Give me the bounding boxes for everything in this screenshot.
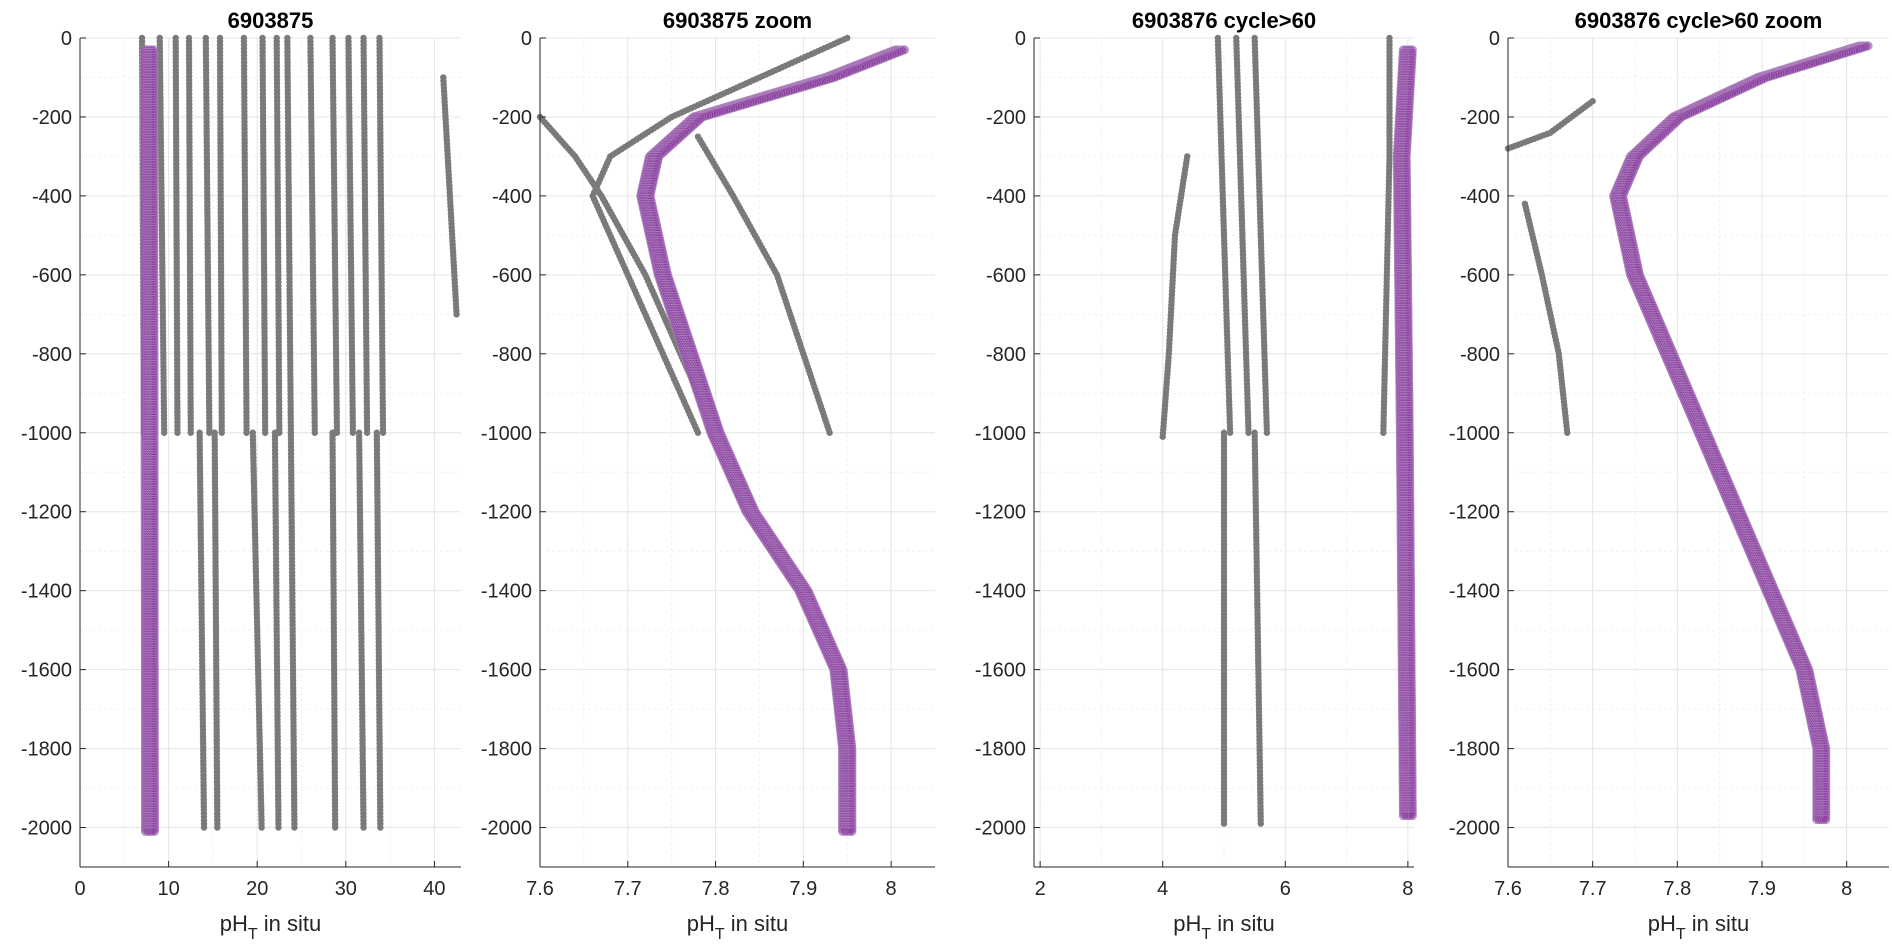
series-2 bbox=[636, 45, 910, 836]
data-point bbox=[311, 429, 319, 436]
data-point bbox=[331, 824, 339, 831]
data-point bbox=[214, 824, 221, 831]
data-point bbox=[258, 824, 265, 831]
data-point bbox=[160, 429, 168, 436]
data-point bbox=[206, 429, 213, 436]
y-tick-label: -1800 bbox=[21, 739, 72, 761]
data-point bbox=[200, 824, 208, 831]
x-tick-label: 10 bbox=[157, 878, 179, 900]
data-point bbox=[453, 311, 460, 318]
x-tick-label: 40 bbox=[423, 878, 445, 900]
x-tick-label: 20 bbox=[246, 878, 268, 900]
data-point bbox=[377, 824, 384, 831]
data-point bbox=[174, 429, 181, 436]
series-2 bbox=[140, 45, 160, 836]
data-point bbox=[261, 429, 269, 436]
y-tick-label: -1200 bbox=[21, 502, 72, 524]
x-tick-label: 0 bbox=[74, 878, 85, 900]
y-tick-label: -1600 bbox=[21, 660, 72, 682]
data-point bbox=[379, 429, 387, 436]
y-tick-label: -800 bbox=[32, 344, 72, 366]
panel-2: 0-200-400-600-800-1000-1200-1400-1600-18… bbox=[481, 8, 935, 943]
x-axis-label: pHT in situ bbox=[220, 911, 322, 943]
y-tick-label: -1000 bbox=[21, 423, 72, 445]
data-point bbox=[363, 429, 371, 436]
data-point bbox=[275, 824, 282, 831]
data-point bbox=[218, 429, 225, 436]
y-tick-label: -2000 bbox=[21, 818, 72, 840]
y-tick-label: -400 bbox=[32, 186, 72, 208]
data-point bbox=[826, 429, 833, 436]
data-point bbox=[243, 429, 250, 436]
data-point bbox=[349, 429, 357, 436]
y-tick-label: -200 bbox=[32, 107, 72, 129]
y-tick-label: 0 bbox=[61, 28, 72, 50]
data-point bbox=[187, 429, 194, 436]
y-tick-label: -1400 bbox=[21, 581, 72, 603]
data-point bbox=[276, 429, 283, 436]
data-point bbox=[360, 824, 367, 831]
y-tick-label: -600 bbox=[32, 265, 72, 287]
data-point bbox=[150, 827, 160, 836]
data-point bbox=[694, 429, 702, 436]
x-tick-label: 30 bbox=[335, 878, 357, 900]
panel-1: 0 -200 -400 -600 -800 -1000 -1200 -1400 -1600 -18… bbox=[21, 8, 461, 943]
data-point bbox=[291, 824, 298, 831]
panel-title: 6903875 bbox=[228, 8, 314, 33]
